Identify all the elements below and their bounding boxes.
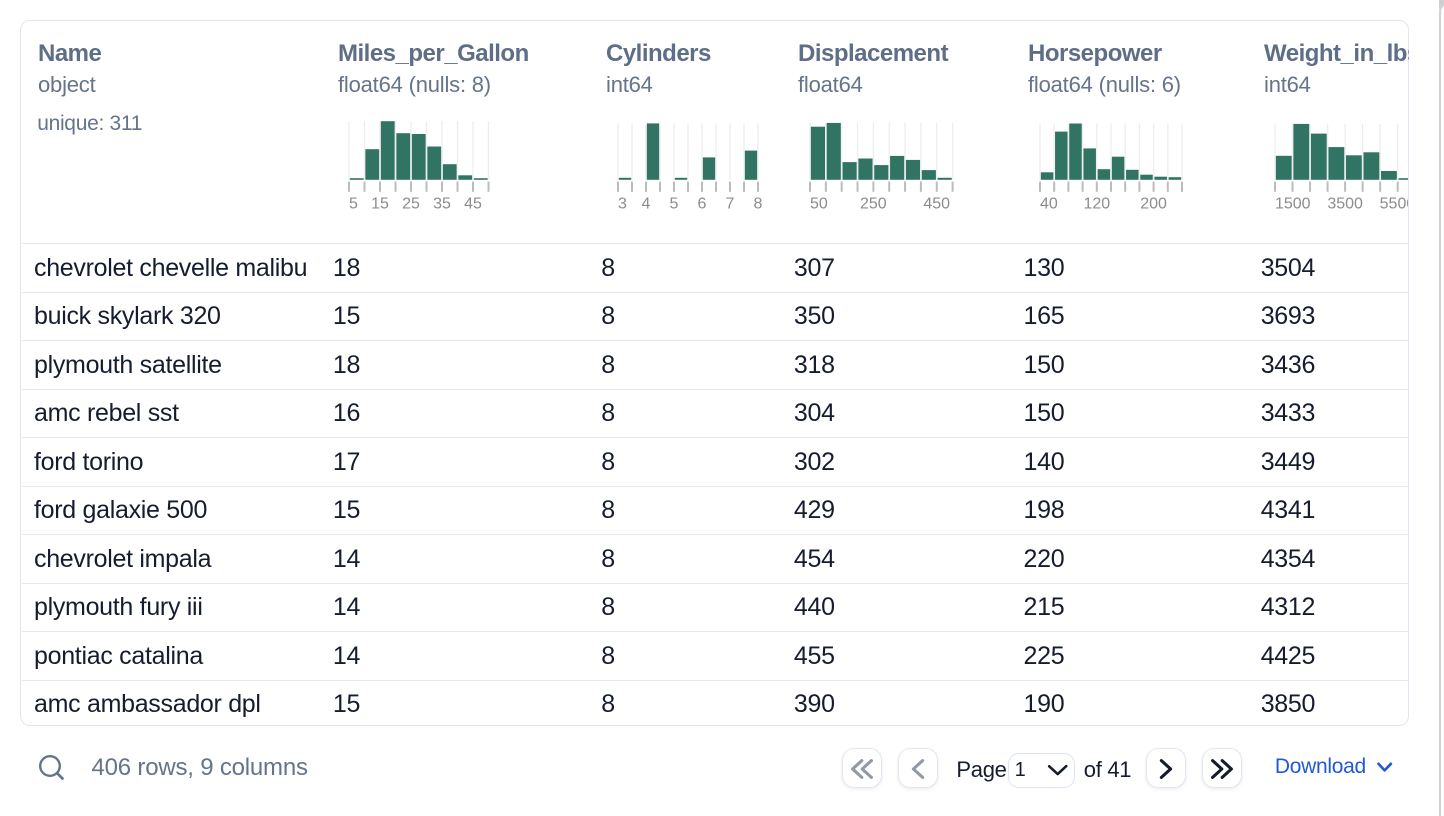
svg-text:1500: 1500 bbox=[1275, 196, 1311, 212]
svg-text:5: 5 bbox=[349, 196, 358, 212]
svg-text:35: 35 bbox=[433, 196, 451, 212]
svg-text:50: 50 bbox=[809, 196, 827, 212]
svg-text:3: 3 bbox=[618, 196, 627, 212]
svg-text:6: 6 bbox=[697, 196, 706, 212]
svg-text:250: 250 bbox=[860, 196, 887, 212]
svg-text:5: 5 bbox=[669, 196, 678, 212]
svg-text:200: 200 bbox=[1140, 196, 1167, 212]
svg-text:4: 4 bbox=[641, 196, 650, 212]
svg-text:8: 8 bbox=[753, 196, 762, 212]
svg-text:45: 45 bbox=[464, 196, 482, 212]
svg-text:40: 40 bbox=[1040, 196, 1058, 212]
svg-text:25: 25 bbox=[402, 196, 420, 212]
svg-text:5500: 5500 bbox=[1379, 196, 1408, 212]
svg-text:15: 15 bbox=[371, 196, 389, 212]
svg-text:450: 450 bbox=[923, 196, 950, 212]
svg-text:120: 120 bbox=[1083, 196, 1110, 212]
svg-text:7: 7 bbox=[725, 196, 734, 212]
svg-text:3500: 3500 bbox=[1327, 196, 1363, 212]
